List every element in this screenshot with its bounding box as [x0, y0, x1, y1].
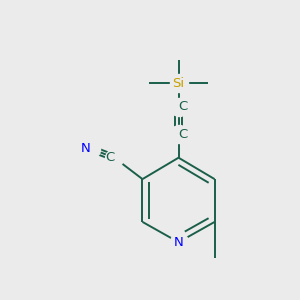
Text: N: N: [81, 142, 91, 155]
Text: Si: Si: [172, 77, 184, 90]
Text: N: N: [174, 236, 183, 249]
Text: C: C: [178, 128, 188, 140]
Text: C: C: [178, 100, 188, 113]
Text: C: C: [105, 151, 114, 164]
